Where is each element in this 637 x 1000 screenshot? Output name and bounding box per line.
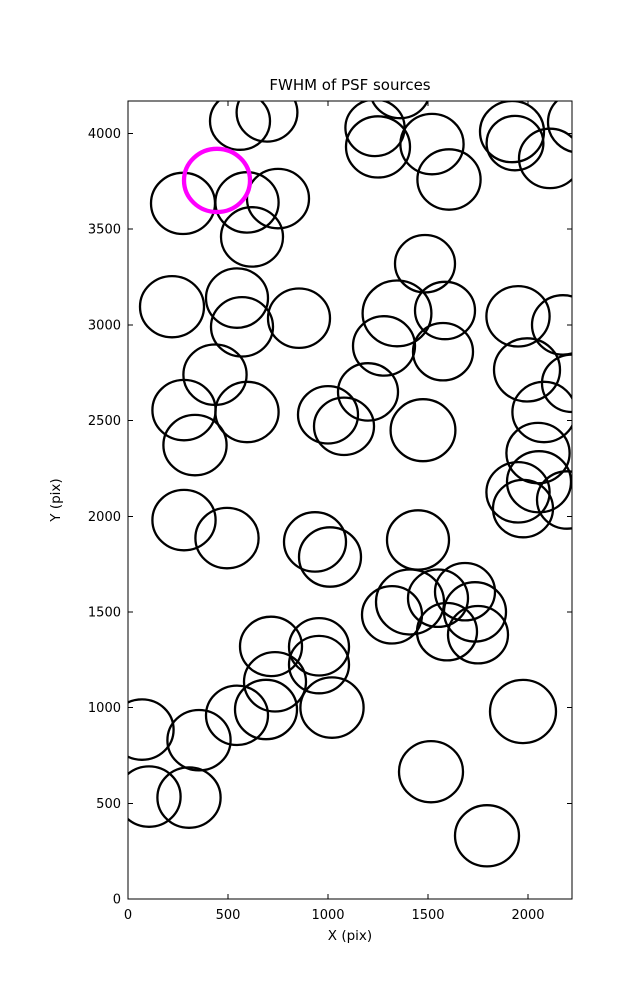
psf-source-circle [233, 678, 299, 741]
psf-source-circle [344, 115, 412, 179]
psf-source-circle [505, 450, 572, 514]
psf-source-circle [530, 294, 572, 356]
psf-source-circle [242, 650, 308, 713]
psf-source-circle [485, 460, 551, 524]
psf-source-circle [361, 279, 433, 348]
psf-source-circle [128, 698, 175, 761]
psf-source-circle [151, 488, 217, 552]
y-tick-label: 1000 [88, 701, 121, 716]
psf-source-circle [453, 804, 521, 868]
psf-source-circle [389, 398, 457, 463]
psf-source-circle [416, 148, 482, 211]
psf-source-circle [511, 380, 572, 444]
psf-source-circle [128, 765, 182, 828]
psf-source-circle [406, 568, 470, 629]
psf-source-circle [208, 101, 272, 151]
psf-source-circle [411, 321, 475, 382]
psf-source-circle [446, 604, 510, 665]
psf-source-circle [182, 343, 248, 407]
psf-source-circle [351, 315, 417, 377]
psf-source-circle [296, 384, 360, 445]
psf-source-circle [282, 511, 348, 573]
psf-source-circle [238, 615, 304, 678]
psf-circles-layer [128, 101, 572, 868]
psf-source-circle [399, 112, 465, 176]
psf-source-circle [433, 561, 497, 622]
psf-source-circle [397, 739, 465, 804]
psf-source-circle [287, 616, 351, 677]
psf-source-circle [209, 295, 275, 358]
psf-source-circle [151, 378, 217, 442]
psf-source-circle [535, 470, 572, 530]
psf-source-circle [287, 634, 351, 695]
psf-source-circle [204, 684, 270, 747]
psf-source-circle [540, 353, 572, 414]
axes-frame [127, 100, 573, 900]
y-tick-label: 3000 [88, 318, 121, 333]
ticks-layer: 0 500 1000 1500 2000 0 500 1000 1500 2000 2500 3000… [88, 101, 572, 923]
psf-source-circle [312, 396, 376, 457]
psf-source-circle [374, 568, 446, 636]
psf-source-circle [371, 101, 429, 120]
chart-title: FWHM of PSF sources [269, 76, 430, 94]
x-tick-label: 1000 [311, 908, 344, 923]
y-tick-label: 2000 [88, 510, 121, 525]
psf-source-circle [385, 509, 451, 571]
psf-source-circle [360, 584, 424, 645]
psf-source-circle [393, 233, 457, 294]
y-tick-label: 2500 [88, 414, 121, 429]
psf-source-circle [505, 421, 571, 485]
psf-source-circle [491, 478, 555, 539]
psf-source-circle [485, 114, 545, 172]
x-axis-label: X (pix) [328, 928, 372, 944]
highlighted-psf-circle [181, 146, 253, 215]
x-tick-label: 500 [216, 908, 241, 923]
psf-source-circle [219, 206, 285, 268]
x-tick-label: 0 [124, 908, 132, 923]
psf-source-circle [492, 337, 562, 403]
y-tick-label: 500 [96, 797, 121, 812]
psf-source-circle [517, 127, 572, 190]
x-tick-label: 2000 [511, 908, 544, 923]
psf-source-circle [235, 101, 299, 143]
x-tick-label: 1500 [411, 908, 444, 923]
psf-source-circle [162, 413, 228, 477]
psf-source-circle [488, 678, 558, 745]
psf-source-circle [214, 380, 280, 444]
psf-source-circle [336, 362, 400, 422]
psf-source-circle [485, 284, 551, 348]
psf-source-circle [204, 267, 270, 329]
psf-source-circle [297, 526, 363, 588]
psf-source-circle [156, 766, 222, 829]
psf-source-circle [138, 274, 206, 339]
psf-source-circle [266, 287, 332, 350]
y-tick-label: 1500 [88, 605, 121, 620]
psf-source-circle [299, 676, 365, 739]
y-tick-label: 0 [113, 893, 121, 908]
psf-source-circle [413, 280, 477, 341]
y-tick-label: 3500 [88, 223, 121, 238]
psf-source-circle [546, 101, 572, 153]
psf-source-circle [245, 167, 311, 230]
psf-source-circle [166, 708, 232, 772]
y-tick-label: 4000 [88, 127, 121, 142]
psf-source-circle [194, 506, 260, 570]
y-axis-label: Y (pix) [48, 478, 64, 522]
